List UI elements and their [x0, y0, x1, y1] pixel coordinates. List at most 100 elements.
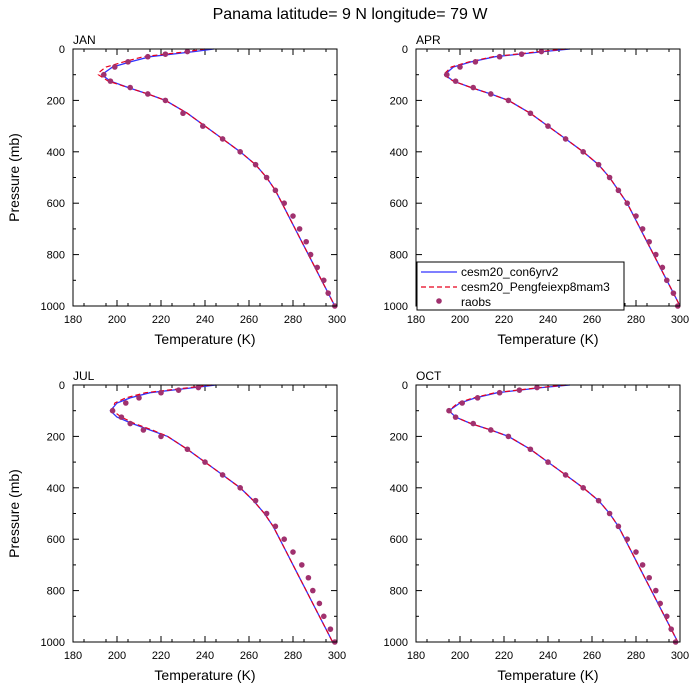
raobs-point [664, 277, 670, 284]
panel-jul: 180 200 220 240 260 280 300 0 200 400 600 800 1000 JU… [6, 369, 346, 683]
raobs-point [670, 290, 677, 296]
raobs-point [518, 51, 525, 57]
raobs-point [281, 536, 288, 542]
raobs-point [310, 587, 316, 594]
legend-label: raobs [461, 295, 491, 309]
series-con6yrv2-line-jan [100, 48, 336, 307]
x-axis-label-apr: Temperature (K) [497, 331, 598, 347]
raobs-point [299, 562, 305, 568]
y-tick-label: 400 [47, 147, 65, 159]
series-pengfei-line-jan [97, 48, 336, 307]
raobs-point [470, 420, 477, 427]
raobs-point [496, 389, 503, 396]
raobs-point [545, 459, 551, 465]
raobs-point [158, 433, 164, 440]
panel-title-oct: OCT [416, 369, 442, 383]
raobs-point [140, 427, 147, 433]
raobs-point [606, 174, 613, 181]
raobs-point [272, 523, 279, 530]
raobs-point [615, 523, 622, 530]
raobs-point [606, 510, 613, 517]
series-con6yrv2-line-oct [447, 384, 679, 643]
y-tick-label: 1000 [384, 301, 408, 313]
raobs-point [314, 264, 321, 271]
raobs-point [112, 64, 118, 70]
raobs-point [527, 446, 534, 453]
y-tick-label: 1000 [41, 301, 65, 313]
raobs-point [505, 97, 512, 104]
raobs-point [321, 277, 327, 284]
raobs-point [127, 84, 133, 91]
y-tick-label: 600 [47, 198, 65, 210]
x-tick-label: 300 [328, 650, 346, 662]
raobs-point [459, 400, 466, 406]
raobs-point [646, 574, 652, 581]
y-axis-label-jan: Pressure (mb) [6, 133, 22, 222]
series-pengfei-line-jul [111, 384, 334, 643]
raobs-point [109, 407, 116, 414]
raobs-point [219, 136, 226, 142]
raobs-point [184, 48, 191, 55]
raobs-point [290, 549, 296, 555]
raobs-point [123, 400, 129, 406]
raobs-point [195, 384, 202, 391]
raobs-point [237, 149, 243, 155]
x-tick-label: 200 [451, 314, 469, 326]
series-pengfei-line-oct [448, 384, 679, 643]
x-tick-label: 240 [539, 314, 557, 326]
raobs-point [538, 48, 545, 55]
series-raobs-oct [446, 384, 679, 645]
raobs-point [296, 226, 303, 232]
y-tick-label: 400 [390, 147, 408, 159]
x-axis-label-jan: Temperature (K) [154, 331, 255, 347]
raobs-point [470, 84, 477, 91]
raobs-point [162, 51, 169, 57]
raobs-point [545, 123, 551, 129]
raobs-point [263, 510, 270, 517]
raobs-point [307, 251, 314, 258]
raobs-point [488, 427, 494, 433]
legend-swatch-raobs [436, 298, 442, 304]
raobs-point [158, 389, 164, 396]
raobs-point [505, 433, 512, 440]
raobs-point [202, 459, 208, 465]
raobs-point [457, 64, 463, 70]
legend: cesm20_con6yrv2cesm20_Pengfeiexp8mam3rao… [416, 261, 625, 311]
x-tick-label: 180 [407, 314, 425, 326]
x-tick-label: 260 [240, 650, 258, 662]
y-tick-label: 200 [390, 431, 408, 443]
x-tick-label: 260 [240, 314, 258, 326]
series-con6yrv2-line-jul [109, 384, 334, 643]
raobs-point [595, 161, 602, 168]
raobs-point [321, 613, 327, 620]
raobs-point [474, 395, 481, 401]
x-tick-label: 300 [328, 314, 346, 326]
x-tick-label: 260 [583, 314, 601, 326]
raobs-point [444, 71, 450, 78]
x-tick-label: 240 [196, 650, 214, 662]
raobs-point [107, 78, 114, 84]
raobs-point [452, 78, 459, 84]
raobs-point [219, 472, 226, 478]
raobs-point [327, 626, 334, 632]
raobs-point [200, 123, 206, 129]
raobs-point [252, 161, 259, 168]
y-tick-label: 800 [390, 250, 408, 262]
y-tick-label: 0 [59, 380, 65, 392]
x-tick-label: 220 [152, 650, 170, 662]
x-tick-label: 280 [627, 314, 645, 326]
x-tick-label: 280 [284, 314, 302, 326]
series-raobs-apr [444, 48, 681, 309]
raobs-point [325, 290, 332, 296]
y-tick-label: 200 [390, 95, 408, 107]
axes-jan: 180 200 220 240 260 280 300 0 200 400 600 800 1000 [41, 44, 347, 326]
raobs-point [527, 110, 534, 117]
x-tick-label: 220 [152, 314, 170, 326]
panel-jan: 180 200 220 240 260 280 300 0 200 400 600 800 1000 JA… [6, 33, 346, 347]
x-tick-label: 220 [495, 650, 513, 662]
raobs-point [145, 53, 151, 60]
y-tick-label: 0 [402, 44, 408, 56]
x-tick-label: 180 [407, 650, 425, 662]
raobs-point [562, 136, 569, 142]
raobs-point [136, 395, 142, 401]
